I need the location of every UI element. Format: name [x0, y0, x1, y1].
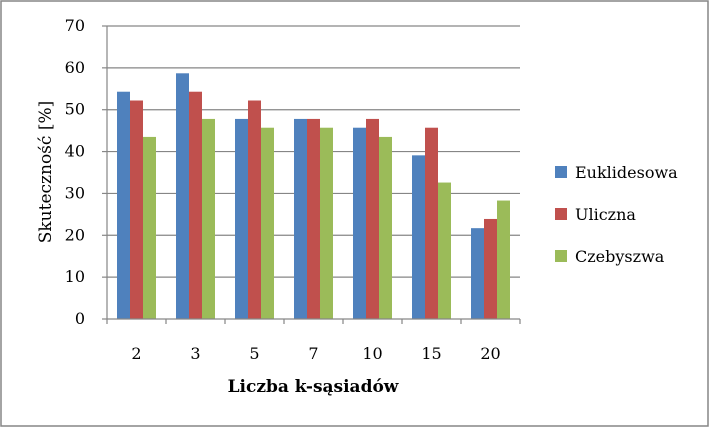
y-axis-label: Skuteczność [%] — [36, 101, 56, 244]
x-tick-label: 3 — [190, 344, 200, 363]
legend: Euklidesowa Uliczna Czebyszwa — [555, 163, 678, 266]
legend-label-euklidesowa: Euklidesowa — [575, 163, 678, 182]
legend-label-uliczna: Uliczna — [575, 205, 636, 224]
legend-swatch-czebyszwa — [555, 250, 567, 262]
x-tick-label: 20 — [480, 344, 500, 363]
bar-euklidesowa-5 — [235, 118, 248, 320]
legend-swatch-uliczna — [555, 208, 567, 220]
x-tick-label: 2 — [131, 344, 141, 363]
x-tick-label: 15 — [421, 344, 441, 363]
bar-czebyszwa-7 — [320, 127, 333, 319]
bar-euklidesowa-3 — [176, 73, 189, 319]
legend-label-czebyszwa: Czebyszwa — [575, 247, 665, 266]
y-tick-label: 60 — [65, 58, 85, 77]
bar-euklidesowa-2 — [117, 91, 130, 319]
bar-uliczna-2 — [130, 100, 143, 320]
x-axis-label: Liczba k-sąsiadów — [228, 377, 399, 397]
bar-uliczna-20 — [484, 218, 497, 319]
bar-euklidesowa-10 — [353, 127, 366, 319]
x-tick-label: 7 — [308, 344, 318, 363]
bar-czebyszwa-15 — [438, 182, 451, 319]
y-tick-label: 50 — [65, 100, 85, 119]
bars — [117, 73, 510, 320]
x-tick-label: 10 — [362, 344, 382, 363]
y-tick-label: 10 — [65, 267, 85, 286]
bar-euklidesowa-7 — [294, 118, 307, 320]
bar-uliczna-10 — [366, 118, 379, 320]
bar-uliczna-15 — [425, 127, 438, 319]
y-tick-label: 70 — [65, 16, 85, 35]
x-tick-labels: 2 3 5 7 10 15 20 — [131, 344, 500, 363]
axes — [102, 25, 521, 324]
bar-euklidesowa-15 — [412, 155, 425, 319]
bar-czebyszwa-5 — [261, 127, 274, 319]
bar-uliczna-5 — [248, 100, 261, 320]
x-tick-label: 5 — [249, 344, 259, 363]
y-tick-label: 0 — [75, 309, 85, 328]
bar-czebyszwa-3 — [202, 118, 215, 320]
y-tick-labels: 0 10 20 30 40 50 60 70 — [65, 16, 85, 328]
bar-czebyszwa-10 — [379, 136, 392, 319]
y-tick-label: 20 — [65, 225, 85, 244]
bar-czebyszwa-2 — [143, 136, 156, 319]
legend-swatch-euklidesowa — [555, 166, 567, 178]
bar-euklidesowa-20 — [471, 228, 484, 319]
y-tick-label: 40 — [65, 142, 85, 161]
bar-uliczna-3 — [189, 91, 202, 319]
gridlines — [107, 25, 520, 278]
bar-uliczna-7 — [307, 118, 320, 320]
bar-czebyszwa-20 — [497, 200, 510, 319]
y-tick-label: 30 — [65, 183, 85, 202]
